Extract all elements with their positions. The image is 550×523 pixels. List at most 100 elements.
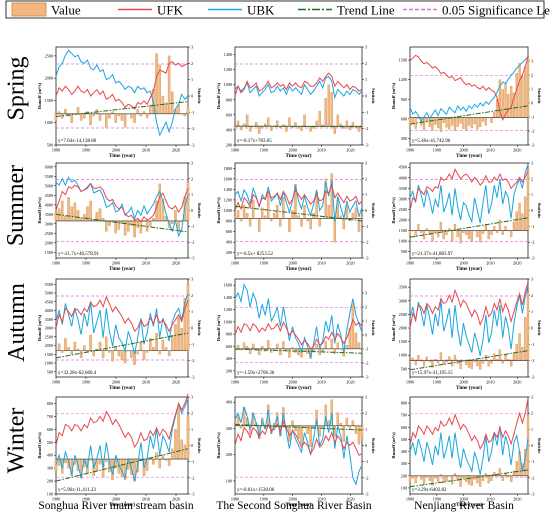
value-bar [526,56,530,118]
value-bar [321,348,324,352]
value-bar [493,353,496,361]
y-tick-label: 700 [401,413,407,418]
value-bar [111,111,114,114]
ubk-line [55,293,189,355]
value-bar [411,357,414,361]
y-tick-label: 1500 [45,98,53,103]
value-bar [512,221,516,231]
value-bar [462,117,465,129]
y-tick-label: 3000 [45,221,53,226]
x-tick-label: 2000 [112,261,120,266]
value-bar [467,117,471,126]
y2-tick-label: 1 [191,427,193,432]
y2-tick-label: 3 [365,45,367,50]
trend-line [409,105,529,125]
x-tick-label: 2000 [112,148,120,153]
ubk-line [55,176,189,238]
y-tick-label: 500 [47,440,53,445]
value-bar [504,226,507,231]
value-bar [105,113,108,128]
y-tick-label: 400 [226,240,232,245]
value-bar [518,333,521,361]
x-axis-title: Time (year) [109,152,135,159]
value-bar [264,215,267,219]
x-tick-label: 2000 [289,148,297,153]
x-tick-label: 2000 [289,497,297,502]
x-tick-label: 2020 [172,380,180,385]
value-bar [242,342,246,349]
value-bar [57,111,61,114]
value-bar [333,126,336,134]
y2-tick-label: 3 [531,277,533,282]
value-bar [507,93,510,118]
value-bar [136,109,139,114]
y2-tick-label: -3 [531,143,535,148]
value-bar [89,113,92,126]
value-bar [434,475,437,479]
value-bar [267,340,270,349]
value-bar [105,220,108,232]
value-bar [167,458,171,466]
y2-tick-label: -1 [191,342,195,347]
y-tick-label: 2500 [399,207,407,212]
trend-line [234,424,363,431]
y-tick-label: 4500 [45,299,53,304]
plot-frame [234,278,363,378]
value-bar [414,360,417,365]
value-bar [348,425,352,429]
value-bar [123,350,127,364]
x-tick-label: 1980 [231,497,239,502]
legend-label-0-05-significance-level: 0.05 Significance Level [442,3,550,18]
y2-tick-label: -1 [531,459,535,464]
y-tick-label: 2500 [45,334,53,339]
y2-tick-label: -3 [365,375,369,380]
panel-summer-songhua-river-main-stream-basin: 1500 2000 2500 3000 3500 4000 4500 5000 5500 6000… [37,161,202,273]
y2-tick-label: 0 [531,208,533,213]
value-bar [487,475,490,484]
y-tick-label: 1500 [399,339,407,344]
y-tick-label: 1500 [399,58,407,63]
y2-tick-label: -2 [531,358,535,363]
x-tick-label: 2000 [459,148,467,153]
value-bar [351,303,355,349]
value-bar [336,342,340,349]
value-bar [64,338,67,351]
y-axis-title: Runoff (m³/s) [216,314,221,341]
value-bar [524,66,527,118]
ubk-line [409,164,529,224]
value-bar [431,230,434,242]
trend-line [55,448,189,482]
y2-tick-label: -1 [531,224,535,229]
value-bar [300,218,303,227]
value-bar [257,126,261,134]
y2-tick-label: -1 [531,342,535,347]
value-bar [417,355,420,361]
value-bar [270,218,273,222]
value-bar [171,220,174,224]
value-bar [465,360,468,365]
y-axis-title: Runoff (m³/s) [37,314,42,341]
y-tick-label: 2500 [45,231,53,236]
value-bar [139,341,143,351]
y-tick-label: 4000 [45,202,53,207]
value-bar [270,126,273,131]
x-tick-label: 1990 [260,148,268,153]
value-bar [142,350,146,360]
y-tick-label: 500 [47,369,53,374]
x-tick-label: 1980 [406,497,414,502]
value-bar [64,216,67,222]
trend-equation: y=7.64x-14,138.86 [58,139,97,144]
value-bar [233,215,237,219]
value-bar [327,205,330,219]
value-bar [70,350,73,355]
value-bar [345,344,349,349]
y-tick-label: 100 [226,478,232,483]
value-bar [239,218,243,222]
value-bar [276,205,279,219]
x-tick-label: 1990 [82,261,90,266]
trend-equation: y=3.29x-6402.82 [412,488,447,493]
y2-tick-label: -1 [191,459,195,464]
y-tick-label: 6000 [45,164,53,169]
x-tick-label: 2020 [513,148,521,153]
